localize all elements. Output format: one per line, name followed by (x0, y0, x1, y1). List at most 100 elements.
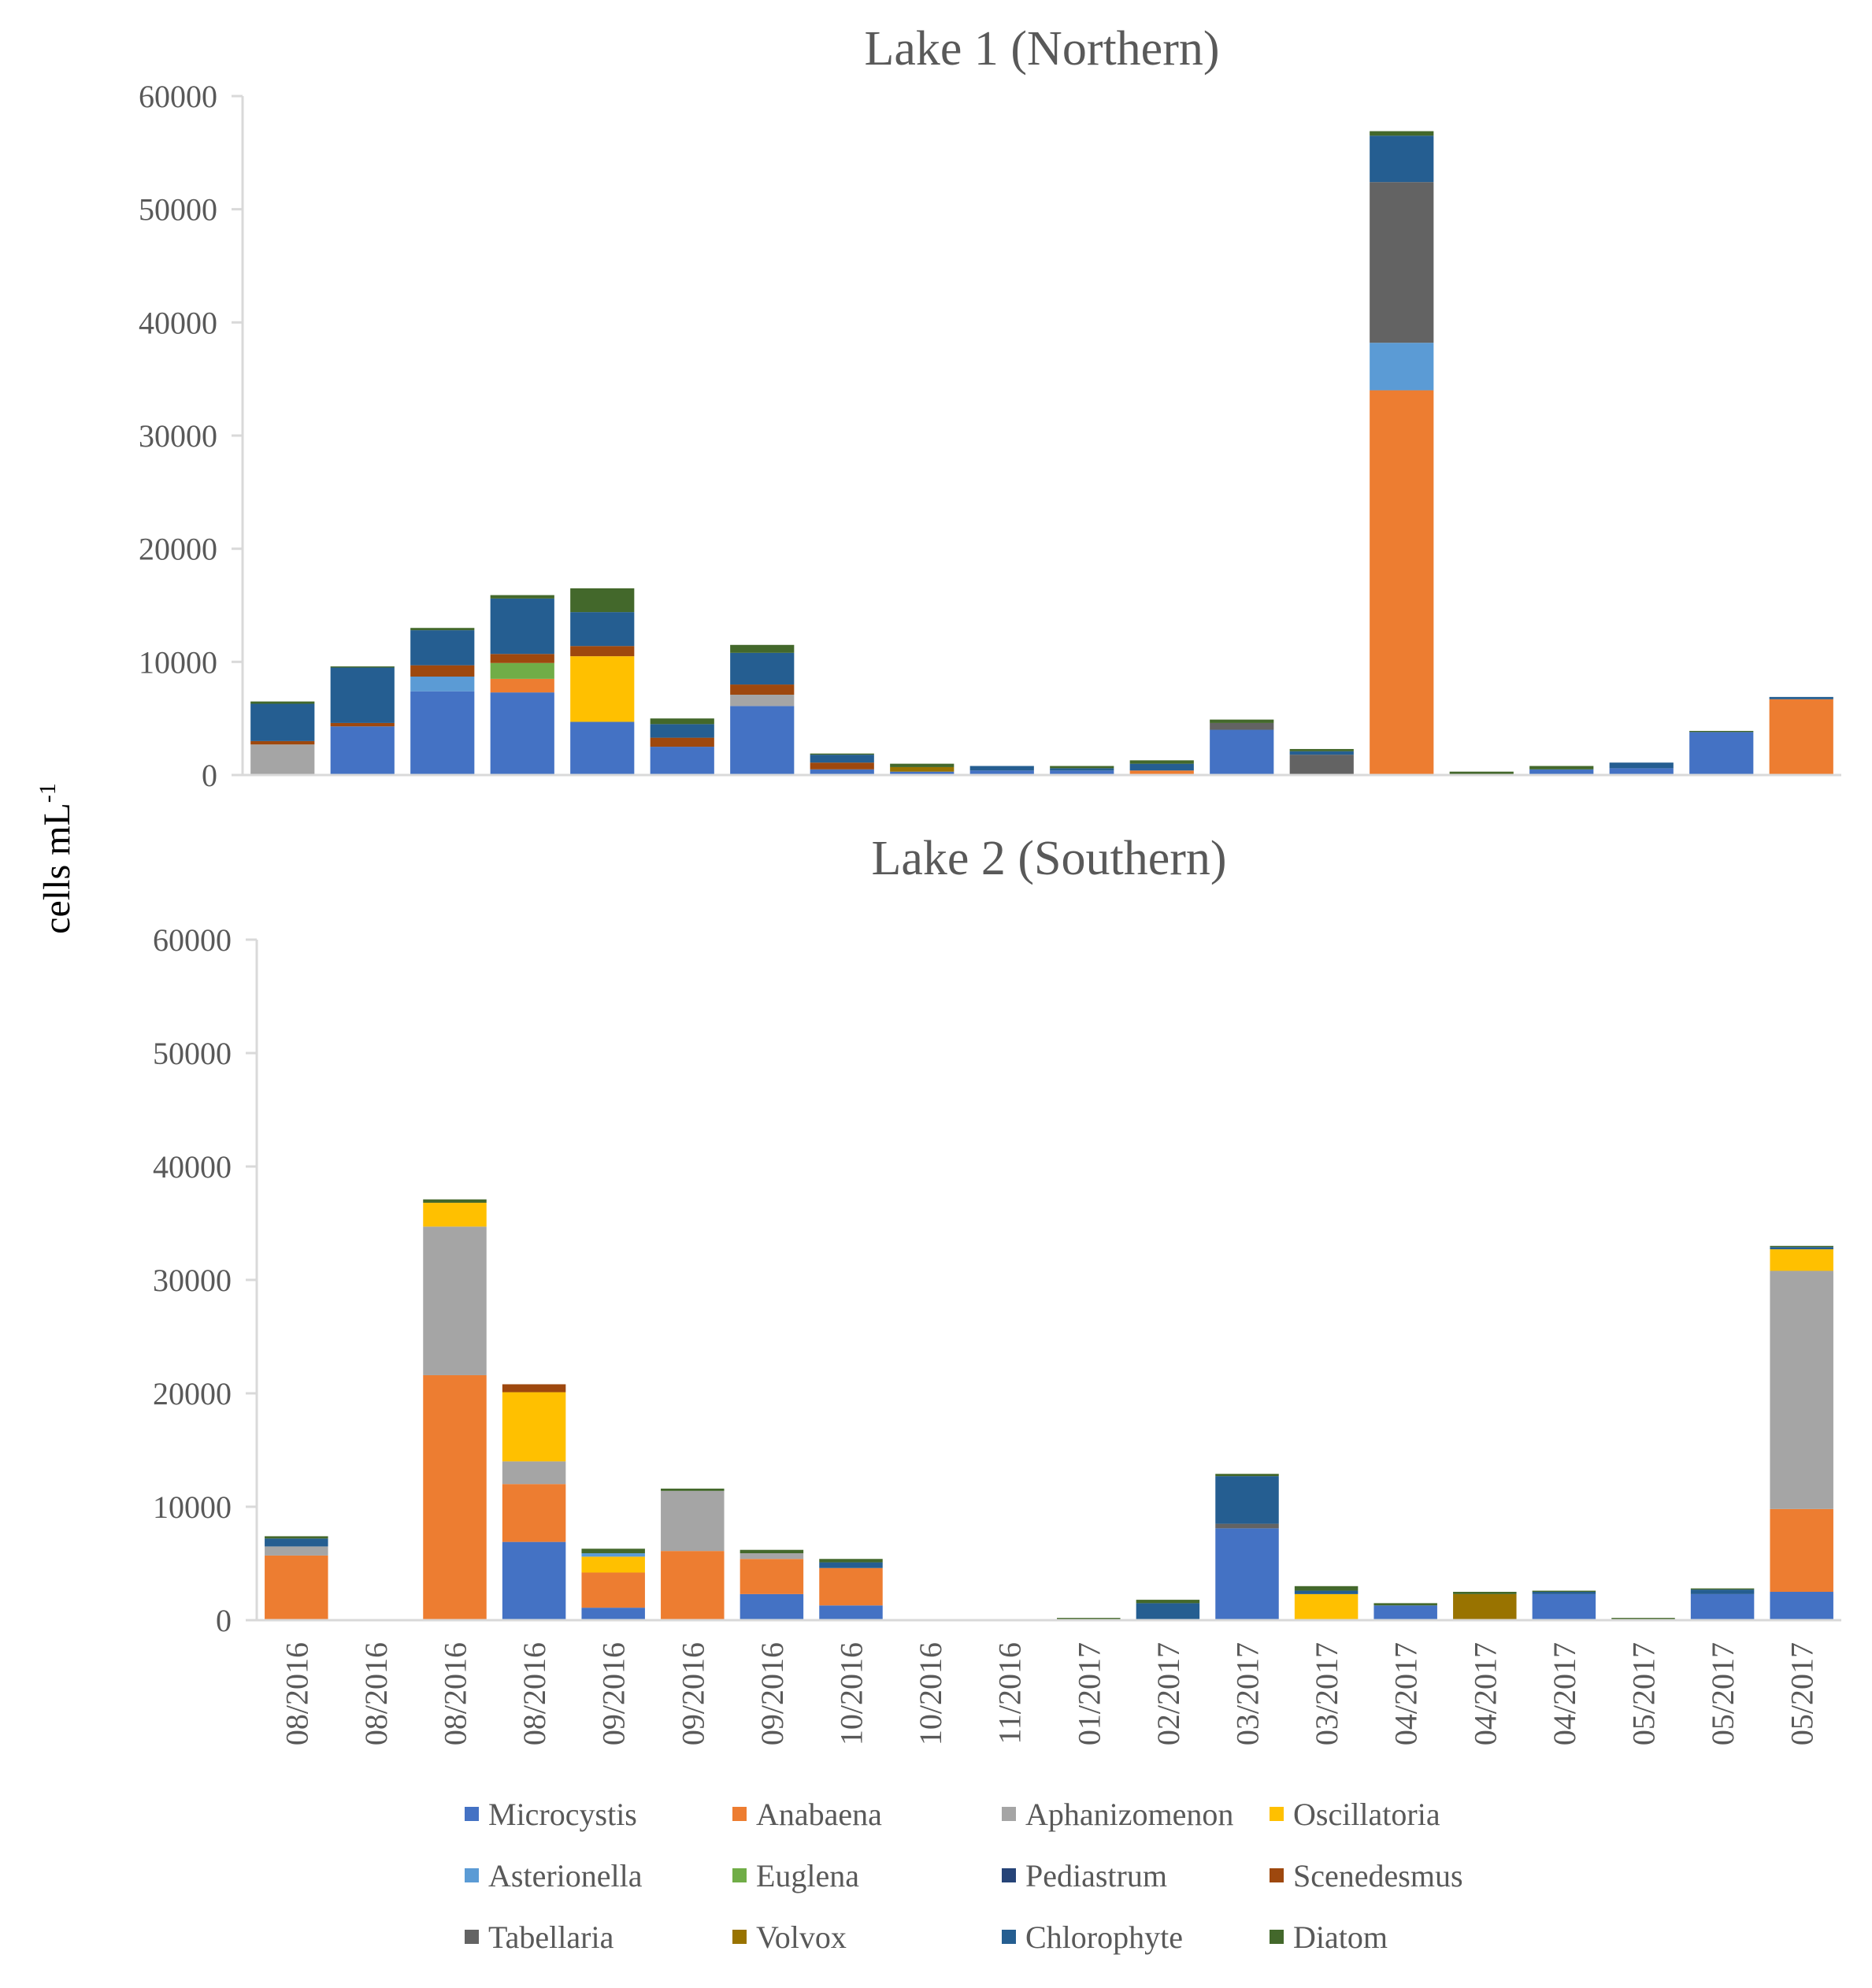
y-tick-label: 20000 (139, 532, 217, 567)
bar-segment-chlorophyte (650, 724, 714, 738)
bar-segment-microcystis (1210, 729, 1274, 775)
bar-segment-chlorophyte (810, 755, 874, 763)
bar-segment-anabaena (1370, 390, 1434, 775)
x-tick-label: 10/2016 (913, 1642, 948, 1745)
legend-swatch-volvox (732, 1930, 747, 1944)
bar-segment-chlorophyte (570, 612, 635, 647)
bar-segment-microcystis (1050, 770, 1114, 775)
legend-swatch-euglena (732, 1868, 747, 1882)
bar-segment-scenedesmus (570, 646, 635, 657)
bar-segment-scenedesmus (650, 737, 714, 747)
bar-segment-aphanizomenon (423, 1226, 487, 1375)
bar-segment-chlorophyte (490, 598, 554, 655)
bar-segment-diatom (650, 718, 714, 725)
bar-segment-chlorophyte (969, 766, 1034, 771)
x-tick-label: 08/2016 (358, 1642, 394, 1745)
bar-segment-chlorophyte (1294, 1590, 1359, 1594)
legend-swatch-diatom (1270, 1930, 1284, 1944)
bar-segment-chlorophyte (819, 1562, 883, 1568)
bar-segment-chlorophyte (1289, 751, 1354, 755)
legend: Microcystis Anabaena Aphanizomenon Oscillat… (465, 1797, 1463, 1955)
legend-swatch-scenedesmus (1270, 1868, 1284, 1882)
chart-title: Lake 2 (Southern) (871, 832, 1226, 885)
x-tick-label: 03/2017 (1230, 1642, 1266, 1745)
x-tick-label: 11/2016 (992, 1642, 1028, 1745)
bar-segment-diatom (330, 666, 395, 668)
bar-segment-chlorophyte (1129, 763, 1194, 771)
bar-segment-microcystis (819, 1605, 883, 1620)
bar-segment-microcystis (330, 726, 395, 775)
bar-segment-tabellaria (1210, 722, 1274, 730)
bar-segment-microcystis (969, 770, 1034, 775)
bar-segment-oscillatoria (581, 1556, 645, 1573)
y-tick-label: 0 (216, 1603, 232, 1638)
legend-label-oscillatoria: Oscillatoria (1293, 1797, 1440, 1832)
y-tick-label: 10000 (139, 644, 217, 680)
bar-segment-microcystis (730, 706, 795, 775)
legend-swatch-oscillatoria (1270, 1807, 1284, 1821)
x-tick-label: 02/2017 (1151, 1642, 1186, 1745)
x-tick-label: 09/2016 (596, 1642, 632, 1745)
y-tick-label: 50000 (139, 192, 217, 228)
bar-segment-diatom (1529, 766, 1594, 770)
legend-label-euglena: Euglena (756, 1858, 859, 1893)
bar-segment-chlorophyte (1050, 768, 1114, 771)
legend-label-diatom: Diatom (1293, 1919, 1388, 1955)
bar-segment-diatom (819, 1559, 883, 1563)
chart-lake-1: Lake 1 (Northern) 0 10000 20000 30000 40000 50… (139, 22, 1841, 793)
bar-segment-microcystis (810, 769, 874, 775)
bar-segment-aphanizomenon (502, 1461, 566, 1485)
x-tick-label: 05/2017 (1626, 1642, 1662, 1745)
x-tick-label: 08/2016 (517, 1642, 552, 1745)
bar-segment-diatom (410, 628, 475, 631)
legend-label-aphanizomenon: Aphanizomenon (1025, 1797, 1233, 1832)
y-tick-label: 60000 (153, 922, 232, 958)
bar-segment-microcystis (1689, 732, 1754, 775)
bar-segment-diatom (1289, 748, 1354, 751)
bar-segment-chlorophyte (1609, 762, 1674, 769)
bar-segment-aphanizomenon (740, 1553, 804, 1560)
y-tick-label: 40000 (139, 305, 217, 340)
bar-segment-chlorophyte (1370, 135, 1434, 183)
x-tick-label: 05/2017 (1705, 1642, 1740, 1745)
bar-segment-anabaena (1770, 1508, 1833, 1592)
bar-segment-aphanizomenon (1770, 1270, 1833, 1509)
bar-segment-oscillatoria (570, 656, 635, 722)
y-tick-label: 30000 (139, 418, 217, 454)
bar-segment-microcystis (502, 1541, 566, 1620)
bar-segment-diatom (740, 1549, 804, 1554)
bar-segment-microcystis (490, 692, 554, 775)
bar-segment-diatom (810, 753, 874, 755)
bar-segment-oscillatoria (502, 1392, 566, 1462)
legend-swatch-asterionella (465, 1868, 479, 1882)
bar-segment-oscillatoria (1770, 1249, 1833, 1271)
x-tick-label: 04/2017 (1467, 1642, 1503, 1745)
bar-segment-chlorophyte (330, 667, 395, 723)
bar-segment-diatom (581, 1548, 645, 1554)
x-tick-label: 09/2016 (675, 1642, 710, 1745)
bar-segment-chlorophyte (1136, 1603, 1200, 1620)
bar-segment-aphanizomenon (265, 1546, 328, 1556)
bar-segment-microcystis (410, 691, 475, 775)
bar-segment-anabaena (1129, 770, 1194, 775)
bar-segment-chlorophyte (1770, 1247, 1833, 1250)
bar-segment-microcystis (581, 1608, 645, 1620)
legend-label-tabellaria: Tabellaria (488, 1919, 614, 1955)
legend-label-pediastrum: Pediastrum (1025, 1858, 1167, 1893)
x-tick-label: 04/2017 (1547, 1642, 1582, 1745)
x-tick-label: 08/2016 (279, 1642, 314, 1745)
bar-segment-anabaena (490, 678, 554, 693)
y-tick-label: 30000 (153, 1263, 232, 1298)
bar-segment-diatom (1532, 1590, 1596, 1592)
bar-segment-asterionella (581, 1553, 645, 1557)
y-tick-label: 0 (202, 758, 217, 793)
bar-segment-diatom (1136, 1600, 1200, 1604)
y-tick-label: 10000 (153, 1489, 232, 1525)
bar-segment-chlorophyte (265, 1538, 328, 1547)
legend-swatch-chlorophyte (1002, 1930, 1016, 1944)
bar-segment-chlorophyte (730, 652, 795, 685)
bar-segment-anabaena (502, 1484, 566, 1542)
y-axis-label-superscript: -1 (35, 783, 61, 803)
legend-label-microcystis: Microcystis (488, 1797, 637, 1832)
